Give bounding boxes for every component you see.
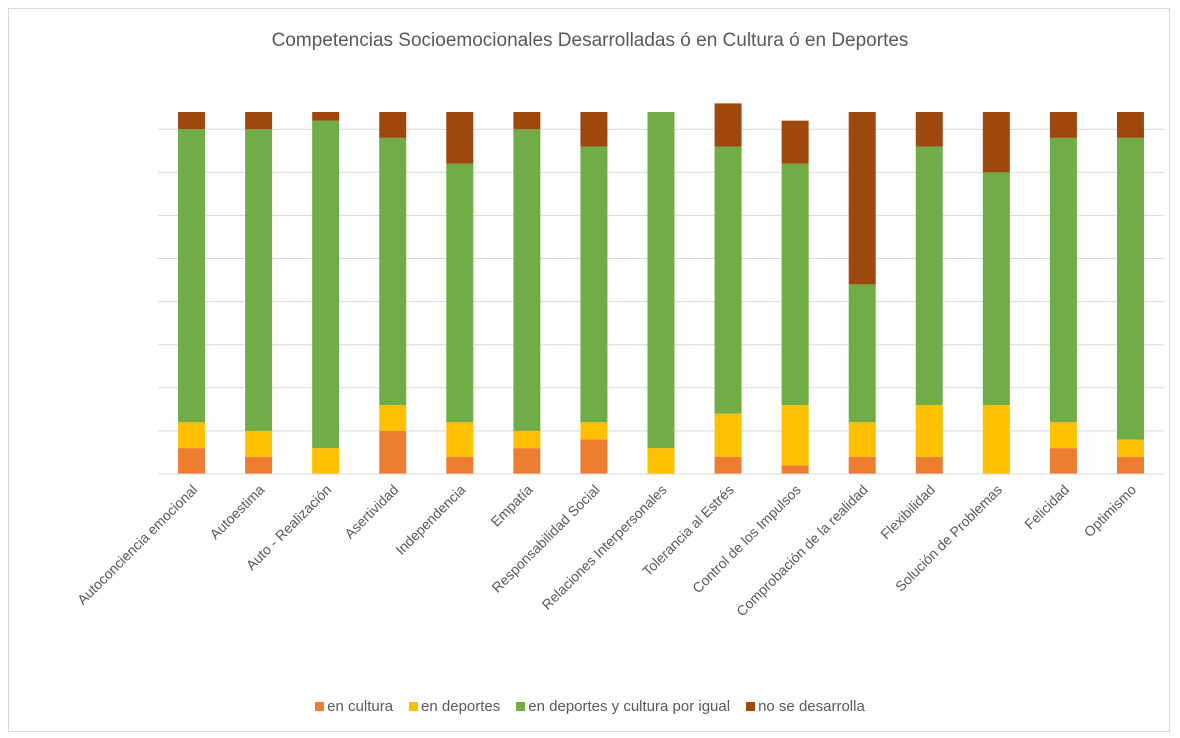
x-tick-label: Control de los Impulsos: [689, 481, 804, 596]
bar-segment: [1116, 439, 1144, 457]
bar-segment: [915, 146, 943, 406]
bar-segment: [178, 112, 206, 130]
x-tick-label: Felicidad: [1021, 481, 1072, 532]
bar-segment: [714, 456, 742, 474]
bar-segment: [982, 405, 1010, 474]
bar-segment: [446, 422, 474, 457]
bar-segment: [580, 422, 608, 440]
bar-segment: [1049, 112, 1077, 138]
bar-segment: [714, 103, 742, 147]
bar-segment: [513, 448, 541, 474]
bar-segment: [714, 413, 742, 457]
bar-segment: [379, 137, 407, 406]
x-tick-label: Asertividad: [341, 481, 401, 541]
bar-segment: [580, 112, 608, 147]
bar-segment: [1049, 448, 1077, 474]
x-tick-label: Relaciones Interpersonales: [538, 481, 669, 612]
bar-segment: [379, 405, 407, 431]
bar-segment: [982, 172, 1010, 406]
bar-segment: [178, 129, 206, 423]
bar-segment: [647, 448, 675, 474]
x-tick-label: Optimismo: [1081, 481, 1140, 540]
bar-segment: [513, 129, 541, 431]
x-tick-label: Flexibilidad: [877, 481, 938, 542]
legend-swatch: [315, 702, 325, 711]
bar-segment: [1116, 137, 1144, 440]
bar-segment: [781, 163, 809, 406]
legend-item: en deportes y cultura por igual: [516, 698, 730, 715]
bar-segment: [245, 456, 273, 474]
chart-legend: en cultura en deportes en deportes y cultu…: [0, 698, 1180, 715]
bar-segment: [379, 112, 407, 138]
legend-swatch: [516, 702, 526, 711]
x-tick-label: Comprobación de la realidad: [733, 481, 871, 619]
bar-segment: [647, 112, 675, 449]
bar-segment: [312, 120, 340, 449]
bar-segment: [178, 448, 206, 474]
legend-swatch: [746, 702, 756, 711]
legend-label: no se desarrolla: [758, 698, 865, 715]
bar-segment: [245, 129, 273, 431]
x-tick-label: Independencia: [392, 481, 468, 557]
bar-segment: [1049, 422, 1077, 449]
bar-segment: [446, 163, 474, 423]
bar-segment: [781, 120, 809, 164]
bar-segment: [781, 465, 809, 474]
bar-segment: [714, 146, 742, 414]
bar-segment: [915, 405, 943, 457]
bar-segment: [312, 112, 340, 121]
bar-segment: [848, 422, 876, 457]
x-tick-label: Autoestima: [206, 481, 267, 542]
bar-segment: [513, 112, 541, 130]
chart-title: Competencias Socioemocionales Desarrolla…: [271, 30, 909, 51]
bar-segment: [848, 456, 876, 474]
bar-segment: [446, 112, 474, 164]
legend-item: no se desarrolla: [746, 698, 865, 715]
bar-segment: [513, 430, 541, 449]
x-tick-label: Empatía: [487, 481, 535, 529]
bar-segment: [312, 448, 340, 474]
bar-segment: [580, 439, 608, 474]
legend-item: en cultura: [315, 698, 393, 715]
bar-segment: [915, 456, 943, 474]
bar-segment: [178, 422, 206, 449]
bar-segment: [1049, 137, 1077, 423]
legend-swatch: [409, 702, 419, 711]
bar-segment: [848, 112, 876, 285]
legend-label: en deportes y cultura por igual: [528, 698, 731, 715]
bar-segment: [245, 430, 273, 457]
x-tick-label: Autoconciencia emocional: [74, 481, 200, 607]
bar-segment: [982, 112, 1010, 173]
legend-label: en cultura: [327, 698, 394, 715]
bar-segment: [446, 456, 474, 474]
bar-segment: [915, 112, 943, 147]
legend-label: en deportes: [421, 698, 501, 715]
bar-segment: [1116, 112, 1144, 138]
bar-segment: [245, 112, 273, 130]
bar-segment: [379, 430, 407, 474]
bar-segment: [1116, 456, 1144, 474]
bar-segment: [781, 405, 809, 466]
bar-segment: [848, 284, 876, 423]
bar-segment: [580, 146, 608, 423]
x-tick-label: Responsabilidad Social: [488, 481, 602, 595]
legend-item: en deportes: [409, 698, 500, 715]
